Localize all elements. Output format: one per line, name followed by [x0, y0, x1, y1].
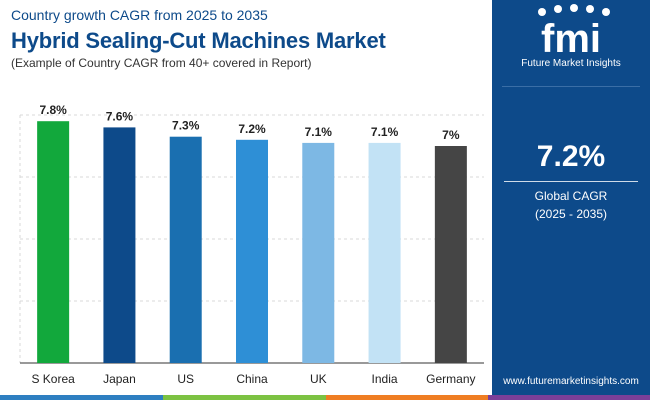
- brand-name: Future Market Insights: [521, 58, 621, 69]
- sidebar-divider: [502, 86, 640, 87]
- data-label: 7.2%: [238, 122, 266, 136]
- chart-subtitle: Country growth CAGR from 2025 to 2035: [11, 7, 268, 23]
- logo-text: fmi: [541, 17, 601, 61]
- fmi-logo: fmi: [538, 4, 610, 61]
- bar-chart: 7.8% S Korea 7.6% Japan 7.3% US 7.2% China 7.1% U…: [19, 103, 484, 386]
- data-label: 7.6%: [106, 109, 134, 123]
- x-tick-label: Japan: [103, 372, 136, 386]
- chart-title: Hybrid Sealing-Cut Machines Market: [11, 28, 386, 53]
- bar-us: [169, 136, 202, 363]
- x-tick-label: Germany: [426, 372, 475, 386]
- logo-icons: [538, 4, 610, 16]
- x-tick-label: US: [177, 372, 194, 386]
- data-label: 7.3%: [172, 119, 200, 133]
- logo-icon-1: [538, 8, 546, 16]
- data-label: 7.1%: [305, 125, 333, 139]
- logo-icon-3: [570, 4, 578, 12]
- sidebar-panel: fmi Future Market Insights 7.2% Global C…: [492, 0, 650, 400]
- bar-uk: [302, 142, 335, 363]
- bar-china: [236, 139, 268, 363]
- global-cagr-label: Global CAGR: [534, 189, 608, 203]
- logo-icon-5: [602, 8, 610, 16]
- chart-header: Country growth CAGR from 2025 to 2035 Hy…: [0, 0, 490, 78]
- logo-icon-4: [586, 5, 594, 13]
- bar-s-korea: [37, 121, 70, 363]
- data-label: 7.1%: [371, 125, 399, 139]
- bottom-bar-segment-1: [0, 395, 163, 400]
- x-tick-label: S Korea: [31, 372, 75, 386]
- bottom-bar-segment-3: [326, 395, 488, 400]
- bottom-bar-segment-2: [163, 395, 326, 400]
- bar-india: [368, 142, 401, 363]
- data-label: 7.8%: [39, 103, 67, 117]
- bar-japan: [103, 127, 136, 364]
- x-tick-label: China: [236, 372, 268, 386]
- cagr-divider: [504, 181, 638, 182]
- bottom-bar-segment-4: [488, 395, 650, 400]
- data-label: 7%: [442, 128, 460, 142]
- global-cagr-value: 7.2%: [536, 140, 606, 173]
- bar-germany: [434, 146, 467, 363]
- x-tick-label: India: [372, 372, 398, 386]
- logo-icon-2: [554, 5, 562, 13]
- website-link[interactable]: www.futuremarketinsights.com: [503, 376, 639, 387]
- chart-note: (Example of Country CAGR from 40+ covere…: [11, 56, 312, 70]
- x-tick-label: UK: [310, 372, 327, 386]
- global-cagr-period: (2025 - 2035): [534, 207, 608, 221]
